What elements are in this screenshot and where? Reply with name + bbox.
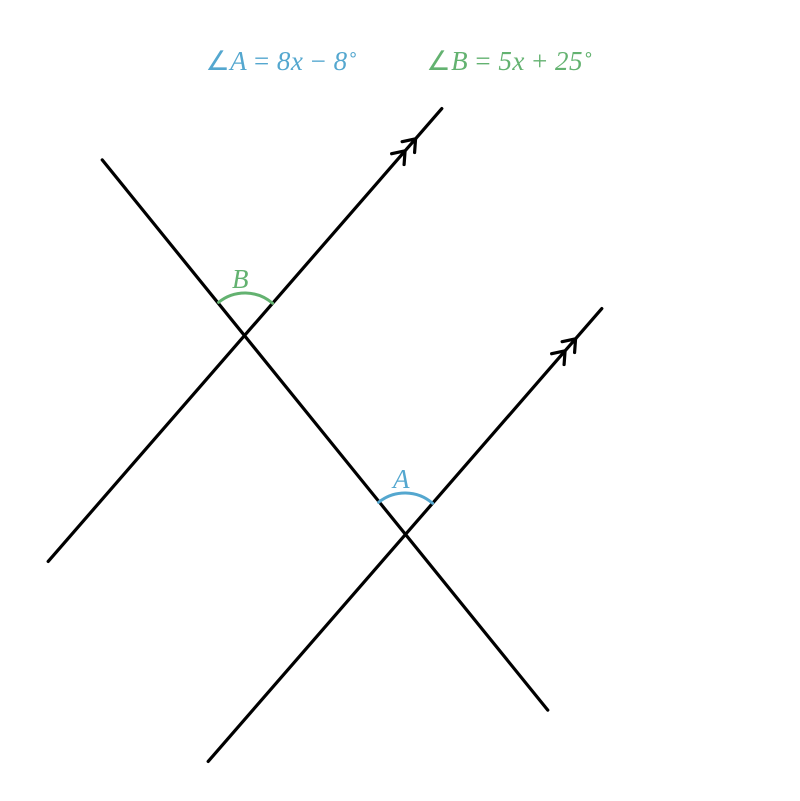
angle-label-a: A	[393, 464, 410, 495]
angle-label-b: B	[232, 264, 249, 295]
geometry-diagram	[0, 0, 800, 801]
